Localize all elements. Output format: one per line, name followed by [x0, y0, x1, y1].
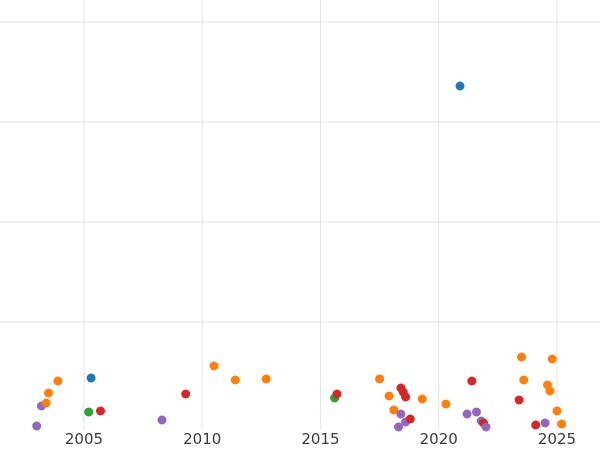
data-point-purple — [462, 409, 472, 419]
data-point-red — [401, 392, 411, 402]
data-point-green — [84, 407, 94, 417]
x-tick-label: 2025 — [538, 430, 576, 448]
data-point-orange — [44, 388, 53, 398]
data-point-orange — [261, 374, 271, 384]
data-point-red — [531, 420, 541, 430]
data-point-blue — [86, 373, 96, 383]
data-point-red — [405, 414, 415, 424]
data-point-purple — [157, 415, 167, 425]
x-tick-label: 2015 — [301, 430, 339, 448]
data-point-red — [467, 376, 477, 386]
x-tick-label: 2010 — [183, 430, 221, 448]
data-point-orange — [417, 394, 427, 404]
data-point-orange — [41, 398, 51, 408]
data-point-red — [181, 389, 191, 399]
data-point-purple — [396, 409, 406, 419]
data-point-orange — [517, 352, 526, 362]
x-tick-label: 2005 — [65, 430, 103, 448]
data-point-orange — [375, 374, 385, 384]
x-axis-tick-labels: 2005 2010 2015 2020 2025 — [65, 430, 576, 448]
grid-layer — [0, 0, 600, 430]
data-point-orange — [230, 375, 240, 385]
data-point-orange — [552, 406, 562, 416]
data-point-orange — [441, 399, 451, 409]
data-point-purple — [472, 407, 481, 417]
data-point-orange — [53, 376, 63, 386]
x-tick-label: 2020 — [420, 430, 458, 448]
data-point-orange — [545, 386, 555, 396]
data-point-orange — [389, 405, 399, 415]
data-point-orange — [557, 419, 567, 429]
data-point-red — [332, 389, 342, 399]
data-point-orange — [547, 354, 557, 364]
data-point-orange — [519, 375, 529, 385]
data-point-orange — [384, 391, 394, 401]
data-point-red — [514, 395, 524, 405]
points-layer — [32, 81, 567, 432]
data-point-purple — [32, 421, 42, 431]
data-point-purple — [394, 422, 403, 432]
data-point-orange — [209, 361, 219, 371]
data-point-blue — [455, 81, 465, 91]
data-point-red — [96, 406, 105, 416]
data-point-purple — [540, 418, 550, 428]
data-point-purple — [481, 422, 491, 432]
